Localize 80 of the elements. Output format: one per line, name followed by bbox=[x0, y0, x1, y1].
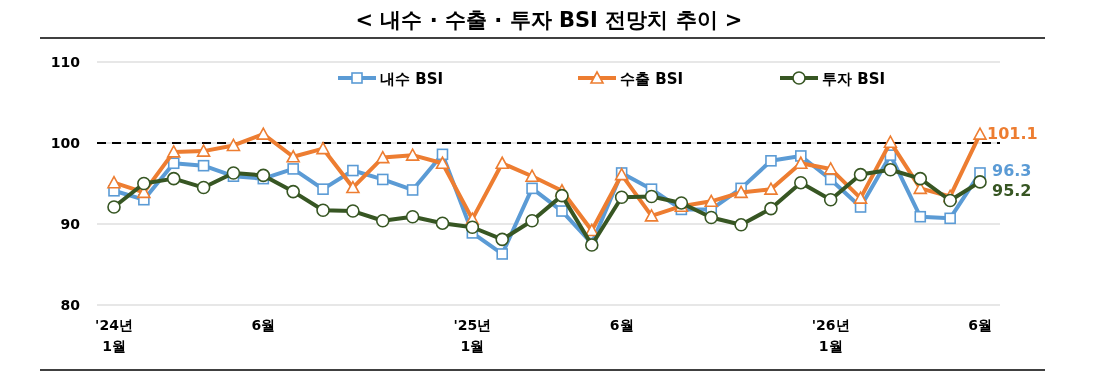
y-tick-label: 90 bbox=[60, 216, 81, 232]
point bbox=[226, 166, 241, 180]
y-tick-label: 110 bbox=[50, 54, 81, 70]
point bbox=[973, 175, 987, 189]
point bbox=[914, 210, 927, 223]
point bbox=[376, 173, 389, 186]
point bbox=[644, 189, 659, 204]
y-tick-label: 100 bbox=[50, 135, 81, 151]
point bbox=[853, 167, 868, 182]
point bbox=[525, 213, 539, 228]
legend-label: 내수 BSI bbox=[380, 70, 444, 88]
point bbox=[765, 155, 777, 167]
point bbox=[256, 127, 271, 140]
legend-label: 수출 BSI bbox=[620, 70, 684, 88]
point bbox=[944, 212, 956, 225]
point bbox=[107, 175, 121, 189]
point bbox=[167, 157, 180, 170]
point bbox=[435, 216, 450, 230]
point bbox=[375, 150, 390, 164]
point bbox=[196, 180, 211, 195]
data-label: 95.2 bbox=[992, 180, 1032, 200]
x-tick-label: 6월 bbox=[251, 317, 276, 333]
data-label: 96.3 bbox=[992, 160, 1032, 180]
point bbox=[286, 184, 300, 199]
point bbox=[435, 156, 450, 170]
point bbox=[346, 180, 360, 194]
point bbox=[614, 190, 629, 205]
point bbox=[347, 164, 359, 177]
x-tick-label: 6월 bbox=[968, 317, 992, 333]
point bbox=[166, 145, 181, 158]
point bbox=[644, 209, 659, 222]
chart-title: < 내수 · 수출 · 투자 BSI 전망치 추이 > bbox=[355, 8, 743, 32]
point bbox=[107, 200, 121, 214]
point bbox=[406, 184, 419, 196]
point bbox=[883, 162, 898, 177]
point bbox=[823, 192, 838, 207]
point bbox=[913, 171, 928, 186]
point bbox=[405, 148, 420, 161]
x-tick-label: '25년 1월 bbox=[453, 317, 492, 354]
point bbox=[973, 127, 987, 140]
point bbox=[943, 193, 957, 208]
point bbox=[764, 182, 778, 195]
point bbox=[495, 156, 510, 170]
point bbox=[853, 191, 868, 204]
point bbox=[316, 141, 330, 155]
point bbox=[346, 204, 360, 218]
point bbox=[405, 209, 420, 224]
point bbox=[375, 213, 390, 228]
point bbox=[256, 168, 271, 183]
x-tick-label: '26년 1월 bbox=[811, 317, 850, 354]
x-tick-label: '24년 1월 bbox=[95, 317, 133, 354]
point bbox=[823, 162, 838, 175]
point bbox=[317, 183, 329, 195]
point bbox=[316, 203, 330, 218]
point bbox=[555, 188, 569, 203]
point bbox=[734, 218, 748, 232]
point bbox=[196, 144, 211, 157]
point bbox=[526, 182, 538, 195]
point bbox=[764, 201, 778, 216]
point bbox=[137, 176, 151, 191]
point bbox=[166, 171, 181, 186]
point bbox=[286, 149, 300, 163]
point bbox=[704, 210, 719, 225]
point bbox=[556, 205, 568, 217]
point bbox=[197, 159, 210, 172]
data-label: 101.1 bbox=[987, 124, 1038, 144]
point bbox=[525, 169, 539, 183]
point bbox=[495, 232, 510, 247]
legend-label: 투자 BSI bbox=[822, 70, 886, 88]
point bbox=[465, 220, 480, 235]
y-tick-label: 80 bbox=[60, 297, 81, 313]
point bbox=[734, 185, 748, 199]
point bbox=[496, 248, 509, 260]
point bbox=[287, 163, 299, 175]
point bbox=[226, 138, 241, 152]
point bbox=[883, 135, 898, 148]
point bbox=[794, 156, 808, 170]
x-tick-label: 6월 bbox=[609, 317, 634, 333]
point bbox=[704, 194, 719, 208]
point bbox=[794, 175, 808, 190]
